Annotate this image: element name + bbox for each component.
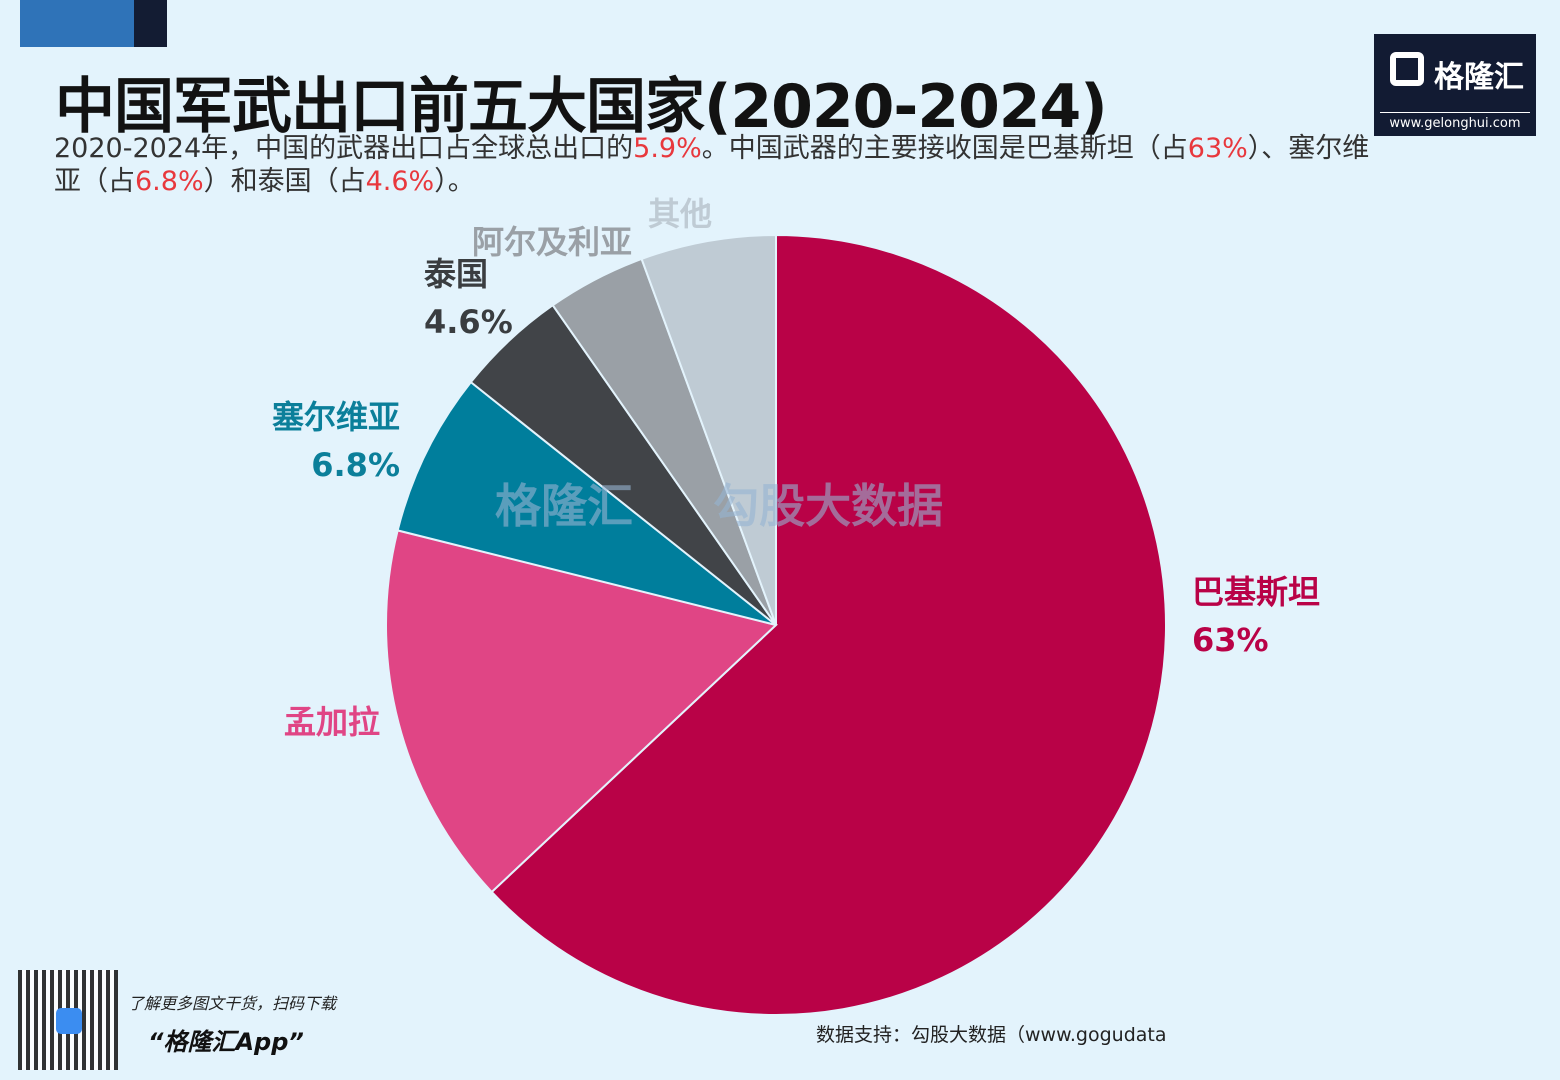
g-logo-icon — [1390, 52, 1424, 86]
slice-name: 孟加拉 — [284, 703, 381, 741]
watermark-left: 格隆汇 — [495, 479, 633, 533]
slice-percent: 6.8% — [311, 446, 400, 484]
slice-percent: 4.6% — [424, 303, 513, 341]
chart-title: 中国军武出口前五大国家(2020-2024) — [55, 72, 1108, 142]
decor-bar-dark — [134, 0, 167, 47]
data-source: 数据支持：勾股大数据（www.gogudata — [816, 1024, 1167, 1046]
promo-text: 了解更多图文干货，扫码下载 — [128, 994, 337, 1013]
brand-logo: 格隆汇 www.gelonghui.com — [1374, 34, 1536, 136]
subtitle-highlight: 4.6% — [365, 166, 435, 197]
pie-slice-2 — [396, 380, 777, 626]
decor-bar-blue — [20, 0, 134, 47]
label-pakistan: 巴基斯坦 63% — [1192, 568, 1320, 664]
promo-app-name: “格隆汇App” — [148, 1028, 304, 1056]
slice-name: 塞尔维亚 — [271, 398, 400, 436]
subtitle-highlight: 63% — [1187, 133, 1248, 164]
chart-subtitle: 2020-2024年，中国的武器出口占全球总出口的5.9%。中国武器的主要接收国… — [54, 132, 1384, 198]
subtitle-text: ）。 — [434, 166, 475, 197]
subtitle-text: ）、塞尔维亚（占 — [54, 133, 1370, 197]
slice-name: 泰国 — [424, 255, 489, 293]
subtitle-highlight: 5.9% — [633, 133, 702, 164]
watermark: 格隆汇 勾股大数据 — [495, 470, 943, 536]
subtitle-text: ）和泰国（占 — [203, 166, 366, 197]
label-serbia: 塞尔维亚 6.8% — [262, 393, 400, 489]
qr-code[interactable] — [18, 970, 118, 1070]
slice-name: 其他 — [648, 195, 713, 233]
slice-name: 巴基斯坦 — [1192, 573, 1321, 611]
slice-percent: 63% — [1192, 621, 1269, 659]
label-others: 其他 — [648, 190, 712, 238]
label-bangladesh: 孟加拉 — [284, 698, 380, 746]
subtitle-highlight: 6.8% — [135, 166, 204, 197]
g-logo-icon — [56, 1008, 82, 1034]
slice-name: 阿尔及利亚 — [472, 223, 633, 261]
pie-slice-1 — [385, 529, 779, 894]
watermark-right: 勾股大数据 — [713, 479, 944, 533]
subtitle-text: 。中国武器的主要接收国是巴基斯坦（占 — [701, 133, 1188, 164]
logo-url: www.gelonghui.com — [1380, 112, 1530, 131]
pie-slice-0 — [490, 233, 1167, 1016]
label-algeria: 阿尔及利亚 — [472, 218, 632, 266]
pie-slice-5 — [640, 233, 777, 626]
label-thailand: 泰国 4.6% — [424, 250, 513, 346]
subtitle-text: 2020-2024年，中国的武器出口占全球总出口的 — [54, 133, 634, 164]
logo-name: 格隆汇 — [1434, 60, 1524, 95]
